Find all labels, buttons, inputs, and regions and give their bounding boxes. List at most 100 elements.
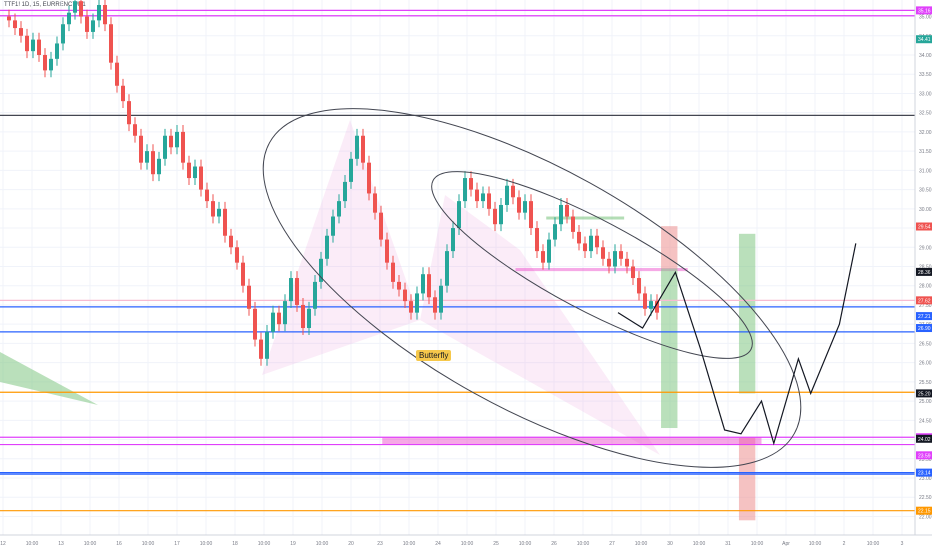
candle-body (313, 281, 317, 309)
candle-body (253, 308, 257, 340)
candle-body (481, 193, 485, 202)
x-tick-label: 10:00 (258, 541, 271, 547)
candle-body (25, 35, 29, 52)
candle-body (361, 135, 365, 163)
price-axis-bg (915, 0, 932, 535)
x-tick-label: 10:00 (200, 541, 213, 547)
price-badge (916, 35, 932, 44)
candle-body (235, 247, 239, 263)
candle-body (97, 5, 101, 21)
x-tick-label: 10:00 (577, 541, 590, 547)
candle-body (559, 204, 563, 225)
candle-body (469, 178, 473, 190)
zone-pink (382, 437, 762, 445)
y-tick-label: 31.00 (919, 168, 932, 174)
candle-body (517, 197, 521, 213)
y-tick-label: 26.00 (919, 361, 932, 367)
candle-body (595, 235, 599, 248)
y-tick-label: 33.50 (919, 72, 932, 78)
y-tick-label: 22.50 (919, 495, 932, 501)
candle-body (589, 235, 593, 252)
candle-body (475, 189, 479, 202)
x-tick-label: 17 (174, 541, 180, 547)
price-badge-label: 29.54 (918, 225, 931, 231)
ellipse-large (262, 108, 802, 468)
candle-body (43, 54, 47, 71)
x-tick-label: 10:00 (519, 541, 532, 547)
candle-body (187, 162, 191, 179)
green-triangle (0, 352, 98, 405)
y-tick-label: 34.00 (919, 53, 932, 59)
time-axis-bg (0, 535, 932, 550)
y-tick-label: 28.50 (919, 265, 932, 271)
x-tick-label: 10:00 (84, 541, 97, 547)
price-badge-label: 28.36 (918, 270, 931, 276)
price-badge (916, 434, 932, 443)
x-tick-label: 24 (435, 541, 441, 547)
candle-body (259, 339, 263, 359)
candle-body (331, 216, 335, 236)
candle-body (367, 162, 371, 194)
price-badge-label: 23.59 (918, 453, 931, 459)
candle-body (427, 274, 431, 298)
chart-title: TTF1! 1D, 15, EURRENCY/D1 (4, 2, 86, 8)
x-tick-label: 10:00 (751, 541, 764, 547)
candle-body (55, 43, 59, 59)
candle-body (391, 262, 395, 282)
y-tick-label: 27.50 (919, 303, 932, 309)
candle-body (301, 304, 305, 329)
price-badge-label: 23.14 (918, 471, 931, 477)
x-tick-label: 10:00 (461, 541, 474, 547)
candle-body (85, 16, 89, 32)
candle-body (67, 12, 71, 25)
x-tick-label: 18 (232, 541, 238, 547)
candle-body (121, 85, 125, 102)
candle-body (181, 131, 185, 163)
candle-body (49, 58, 53, 71)
y-tick-label: 25.00 (919, 399, 932, 405)
price-badge (916, 451, 932, 460)
candle-body (199, 166, 203, 190)
projection-path (617, 243, 857, 446)
candle-body (175, 131, 179, 148)
price-badge-label: 35.16 (918, 8, 931, 14)
candle-body (133, 124, 137, 136)
x-tick-label: 23 (377, 541, 383, 547)
candle-body (355, 135, 359, 159)
x-tick-label: 31 (725, 541, 731, 547)
candle-body (373, 193, 377, 213)
y-tick-label: 31.50 (919, 149, 932, 155)
x-tick-label: 16 (116, 541, 122, 547)
x-tick-label: Apr (782, 541, 790, 547)
pattern-wing-right (420, 195, 660, 455)
candle-body (31, 39, 35, 52)
candle-body (127, 101, 131, 125)
candle-body (487, 193, 491, 209)
x-tick-label: 26 (551, 541, 557, 547)
candle-body (211, 201, 215, 217)
candle-body (109, 24, 113, 63)
candle-body (451, 228, 455, 252)
candle-body (649, 301, 653, 309)
x-tick-label: 27 (609, 541, 615, 547)
y-tick-label: 23.00 (919, 476, 932, 482)
candle-body (229, 235, 233, 248)
candle-body (163, 135, 167, 159)
candle-body (265, 331, 269, 359)
candle-body (397, 281, 401, 290)
candle-body (403, 289, 407, 302)
candle-body (571, 216, 575, 232)
candle-body (463, 178, 467, 202)
y-tick-label: 28.00 (919, 284, 932, 290)
candle-body (625, 258, 629, 267)
candle-body (343, 181, 347, 202)
price-badge (916, 296, 932, 305)
x-tick-label: 19 (290, 541, 296, 547)
x-tick-label: 2 (843, 541, 846, 547)
y-tick-label: 32.50 (919, 111, 932, 117)
x-tick-label: 10:00 (809, 541, 822, 547)
y-tick-label: 29.00 (919, 245, 932, 251)
candle-body (295, 278, 299, 305)
candle-body (433, 297, 437, 313)
